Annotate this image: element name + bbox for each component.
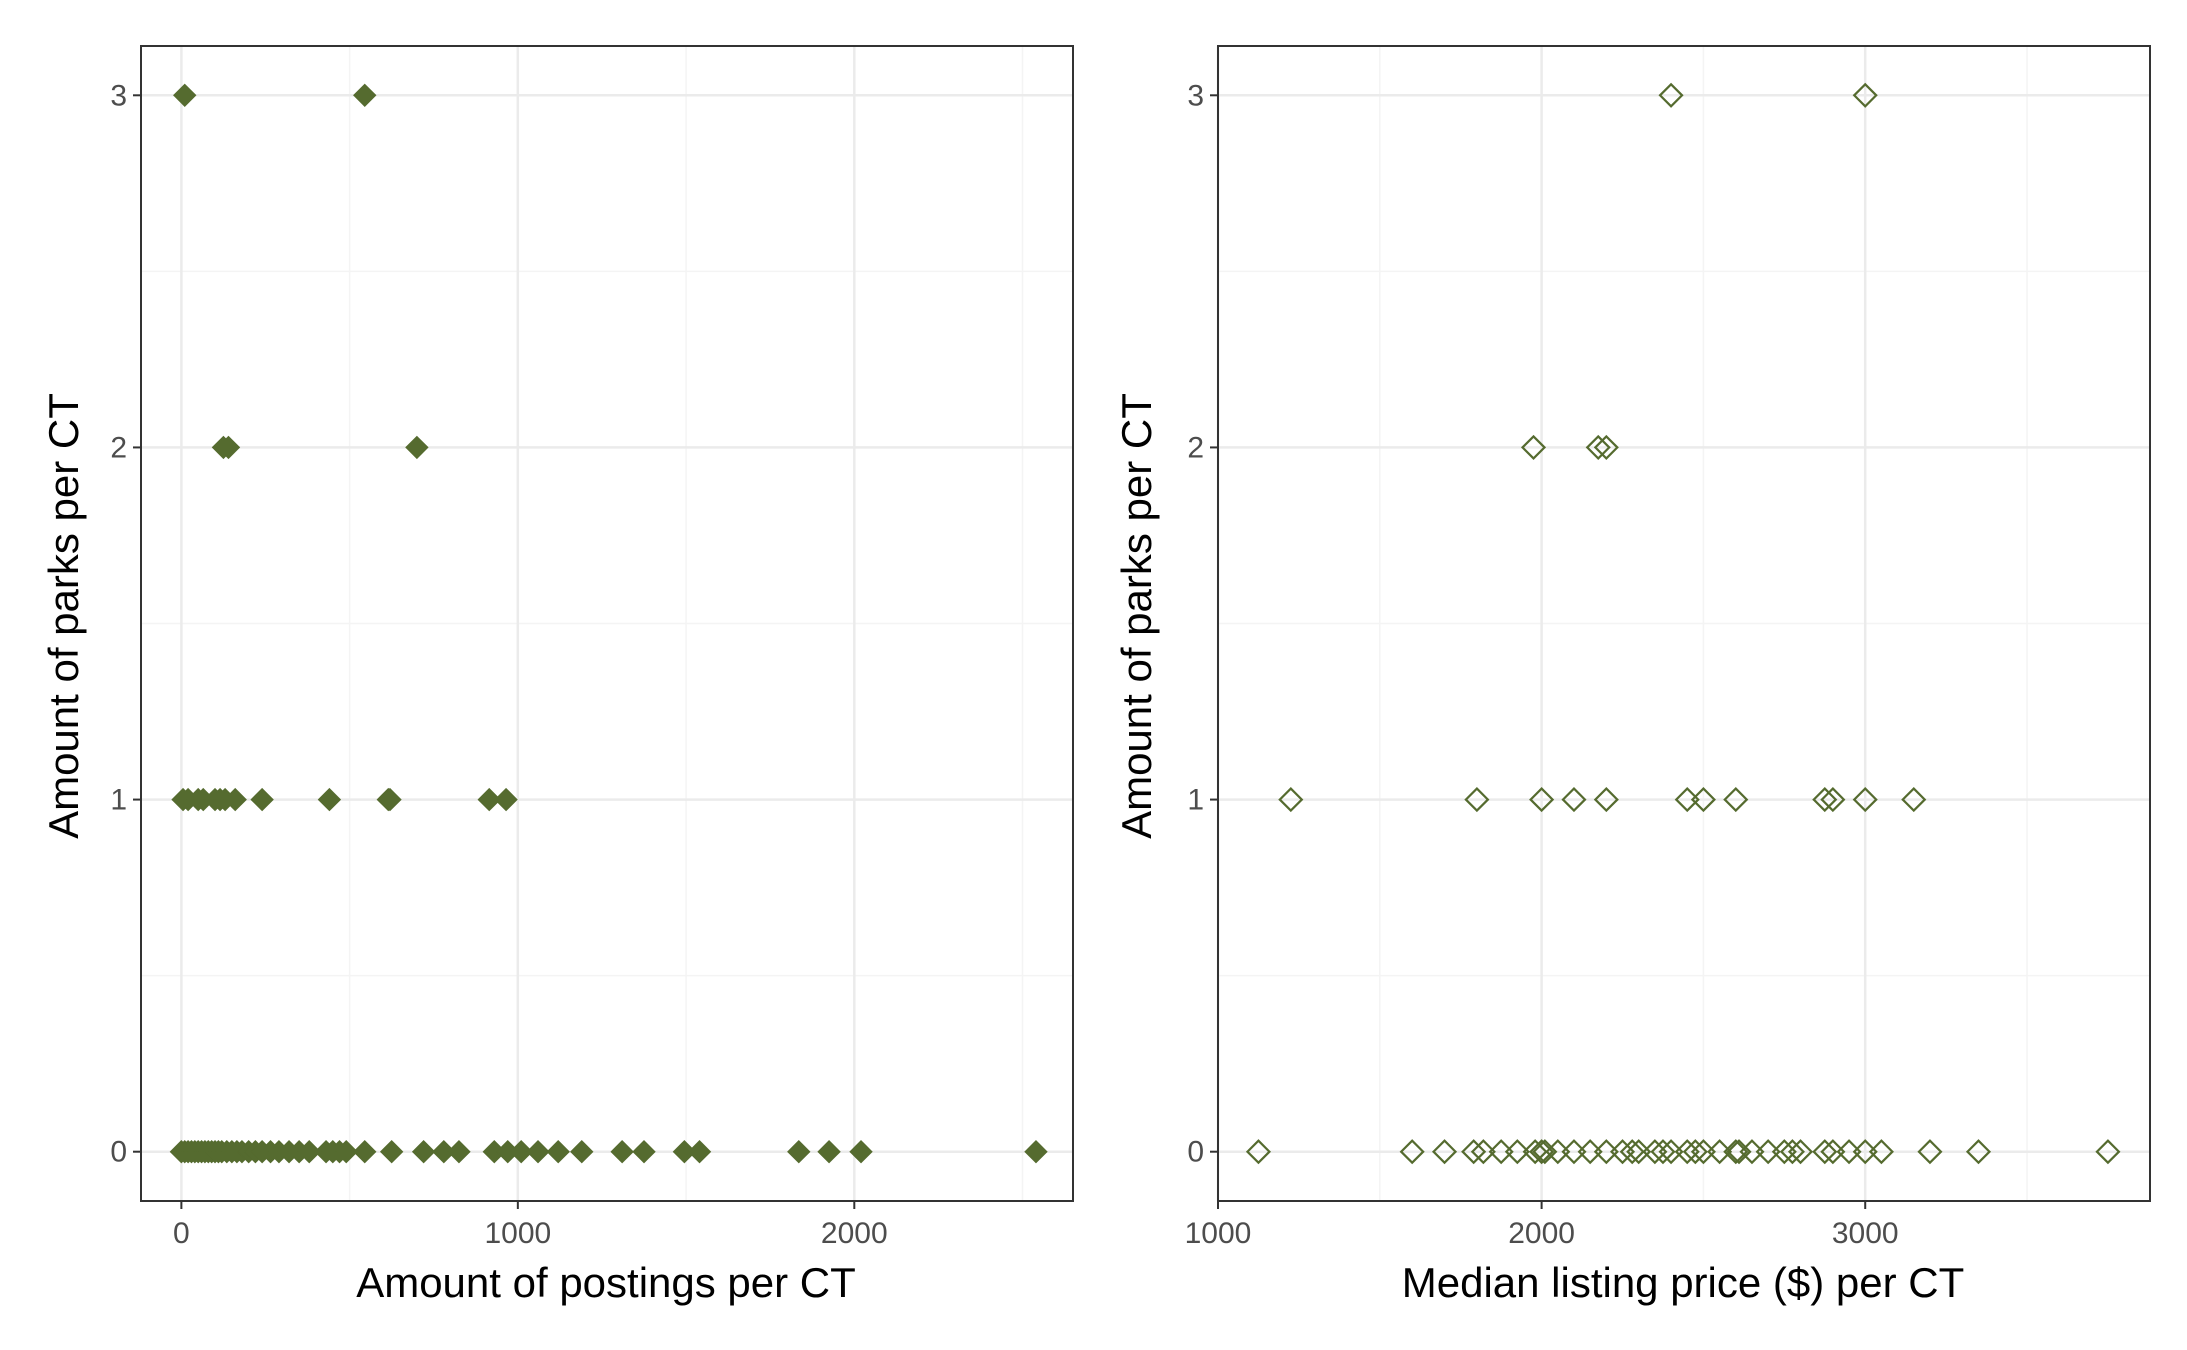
left-y-axis-title: Amount of parks per CT [40,393,87,839]
data-point [1682,1139,1708,1165]
data-point [509,1139,533,1164]
data-point [1852,787,1878,813]
x-tick-label: 2000 [1508,1217,1575,1250]
y-tick-label: 0 [110,1136,127,1169]
data-point [610,1139,634,1164]
plot-area: 1000 2000 3000 0 1 2 3 [1185,45,2151,1250]
data-point [1965,1139,1992,1165]
y-tick-label: 2 [110,431,127,464]
y-tick-label: 2 [1187,431,1204,464]
data-point [1399,1139,1425,1165]
data-point [1461,1139,1487,1165]
right-y-axis-title: Amount of parks per CT [1113,393,1160,839]
y-tick-label: 3 [1187,79,1204,112]
y-tick-label: 1 [110,784,127,817]
data-point [1024,1139,1048,1164]
data-point [334,1139,358,1164]
data-point [494,787,518,812]
x-tick-label: 1000 [484,1217,551,1250]
data-point [1504,1139,1530,1165]
data-point [1787,1139,1814,1165]
data-point [447,1139,471,1164]
data-point [477,787,501,812]
panel-border [1217,45,2151,1202]
y-tick-label: 1 [1187,784,1204,817]
axes: 0 1000 2000 0 1 2 3 [110,79,887,1250]
data-point [379,1139,404,1164]
data-point [817,1139,841,1164]
data-point [1561,787,1587,813]
data-point [2095,1139,2121,1165]
data-point [1650,1139,1676,1165]
x-tick-label: 0 [173,1217,190,1250]
data-point [353,83,377,108]
data-points [1245,82,2121,1165]
x-tick-label: 2000 [821,1217,888,1250]
plot-area: 0 1000 2000 0 1 2 3 [110,45,1074,1250]
data-point [353,1139,377,1164]
left-x-axis-title: Amount of postings per CT [356,1259,856,1306]
data-point [173,83,197,108]
data-point [687,1139,712,1164]
data-point [1726,1139,1752,1165]
data-point [1522,1139,1548,1165]
data-point [1901,787,1927,813]
data-point [526,1139,550,1164]
data-point [1917,1139,1943,1165]
data-point [1812,787,1838,813]
axes: 1000 2000 3000 0 1 2 3 [1185,79,1899,1250]
data-point [570,1139,594,1164]
y-tick-label: 0 [1187,1136,1204,1169]
left-scatter-panel: 0 1000 2000 0 1 2 3 Amount of postings per CT A… [40,45,1074,1306]
right-x-axis-title: Median listing price ($) per CT [1402,1259,1965,1306]
data-point [1520,434,1547,460]
data-point [1431,1139,1458,1165]
data-point [849,1139,873,1164]
data-point [1278,787,1304,813]
x-tick-label: 3000 [1832,1217,1899,1250]
y-tick-label: 3 [110,79,127,112]
data-point [1779,1139,1805,1165]
data-point [1690,787,1716,813]
data-points [169,83,1048,1164]
data-point [411,1139,436,1164]
data-point [1619,1139,1645,1165]
data-point [1529,787,1555,813]
data-point [1658,82,1684,108]
data-point [317,787,342,812]
data-point [1464,787,1490,813]
data-point [1593,787,1619,813]
data-point [1593,434,1619,460]
x-tick-label: 1000 [1185,1217,1252,1250]
data-point [297,1139,321,1164]
data-point [1812,1139,1838,1165]
data-point [1852,82,1878,108]
data-point [378,787,402,812]
data-point [632,1139,656,1164]
data-point [1532,1139,1558,1165]
data-point [1723,787,1749,813]
data-point [223,787,247,812]
data-point [405,435,429,460]
data-point [546,1139,570,1164]
data-point [787,1139,811,1164]
data-point [1245,1139,1272,1165]
data-point [1470,1139,1496,1165]
data-point [1868,1139,1894,1165]
data-point [1585,434,1611,460]
right-scatter-panel: 1000 2000 3000 0 1 2 3 Median listing price ($)… [1113,45,2151,1306]
panel-border [140,45,1074,1202]
data-point [1820,787,1846,813]
data-point [250,787,274,812]
data-point [216,435,241,460]
